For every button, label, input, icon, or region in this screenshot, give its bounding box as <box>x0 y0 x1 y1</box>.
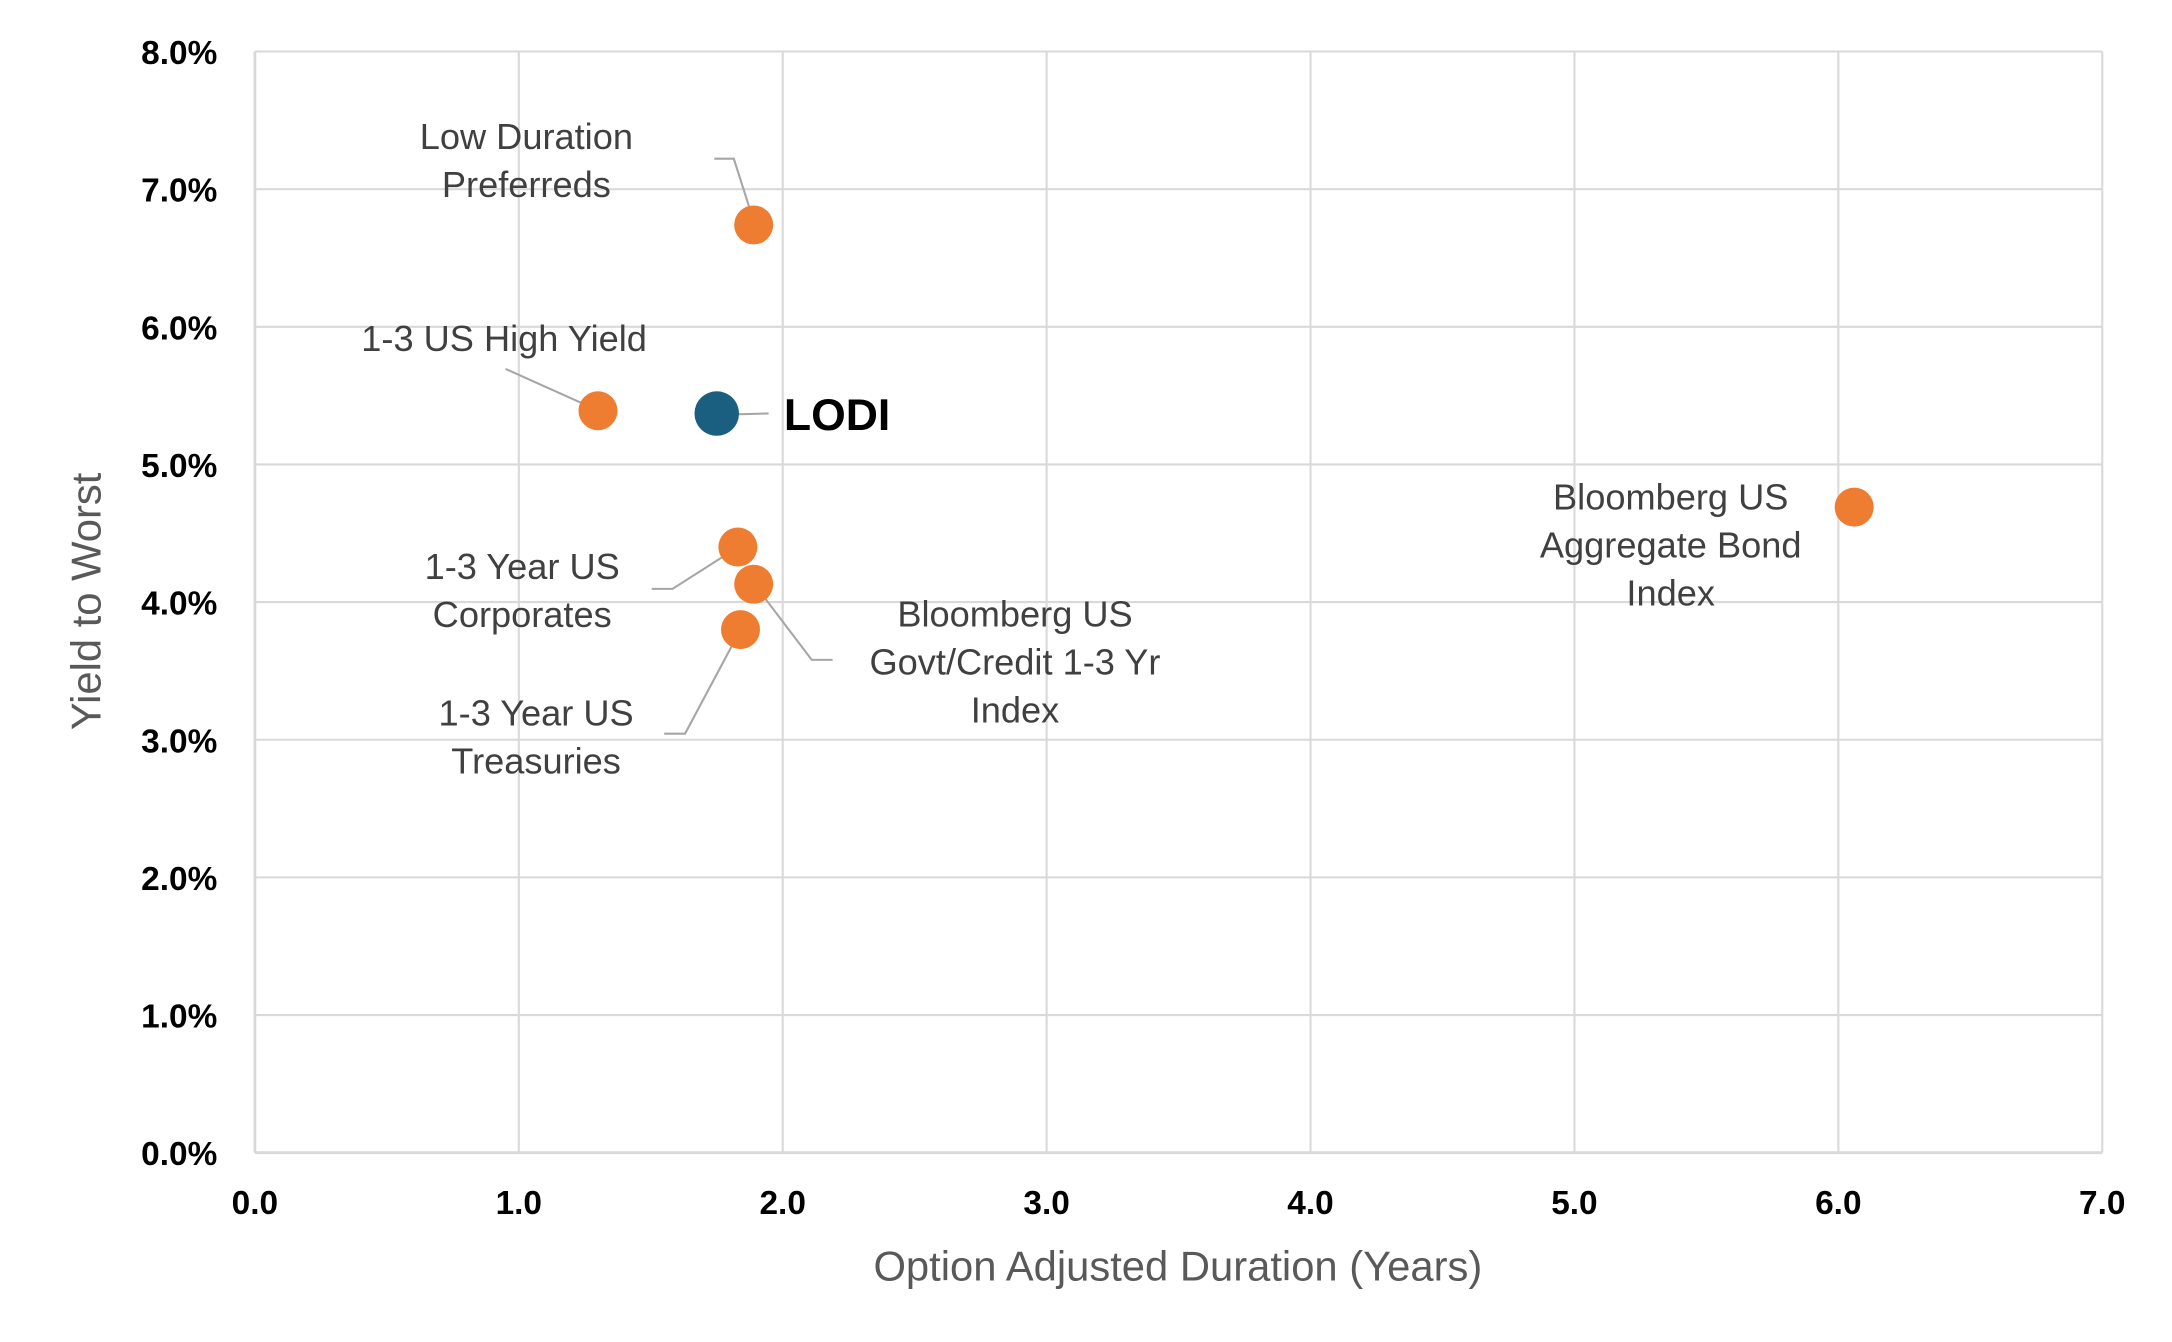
data-label: 1-3 Year US <box>425 546 620 587</box>
y-tick-label: 0.0% <box>141 1136 217 1173</box>
data-label: Index <box>1626 573 1715 614</box>
data-label: Bloomberg US <box>897 593 1132 634</box>
x-tick-label: 2.0 <box>759 1185 805 1222</box>
x-tick-label: 3.0 <box>1023 1185 1069 1222</box>
y-tick-label: 7.0% <box>141 173 217 210</box>
data-point <box>1834 487 1874 527</box>
y-tick-label: 2.0% <box>141 861 217 898</box>
data-labels: Low Duration Preferreds 1-3 US High Yield L… <box>361 116 1801 781</box>
data-label: Index <box>971 690 1060 731</box>
y-tick-label: 8.0% <box>141 35 217 72</box>
y-tick-label: 4.0% <box>141 586 217 623</box>
leader-line <box>651 546 739 590</box>
leader-line <box>714 157 756 225</box>
x-tick-label: 7.0 <box>2079 1185 2125 1222</box>
data-label: Treasuries <box>451 740 621 781</box>
data-point <box>578 391 618 431</box>
leader-lines <box>505 157 833 735</box>
data-point <box>718 527 758 567</box>
leader-line <box>753 584 833 661</box>
data-points <box>578 205 1874 650</box>
lodi-point <box>694 391 740 436</box>
x-tick-label: 4.0 <box>1287 1185 1333 1222</box>
data-label: Govt/Credit 1-3 Yr <box>870 641 1161 682</box>
y-tick-label: 3.0% <box>141 723 217 760</box>
data-point <box>734 564 774 604</box>
x-tick-label: 6.0 <box>1815 1185 1861 1222</box>
x-tick-label: 0.0 <box>232 1185 278 1222</box>
data-point <box>721 610 760 650</box>
y-tick-label: 6.0% <box>141 310 217 347</box>
y-tick-label: 1.0% <box>141 999 217 1036</box>
data-point <box>734 205 774 245</box>
data-label: Preferreds <box>442 164 611 205</box>
x-axis-title: Option Adjusted Duration (Years) <box>873 1243 1482 1290</box>
data-label: Corporates <box>433 594 612 635</box>
data-label: 1-3 US High Yield <box>361 318 647 359</box>
data-label: Aggregate Bond <box>1540 525 1802 566</box>
y-axis-title: Yield to Worst <box>62 472 109 730</box>
x-tick-label: 5.0 <box>1551 1185 1597 1222</box>
leader-line <box>664 628 742 735</box>
y-tick-label: 5.0% <box>141 448 217 485</box>
data-label: Bloomberg US <box>1553 477 1788 518</box>
gridlines <box>253 50 2104 1155</box>
data-label: Low Duration <box>420 116 633 157</box>
data-label: LODI <box>784 391 890 440</box>
x-tick-label: 1.0 <box>496 1185 542 1222</box>
tick-labels: 0.0 1.0 2.0 3.0 4.0 5.0 6.0 7.0 0.0% 1.0% 2.0% 3.0%… <box>141 35 2125 1222</box>
data-label: 1-3 Year US <box>439 692 634 733</box>
